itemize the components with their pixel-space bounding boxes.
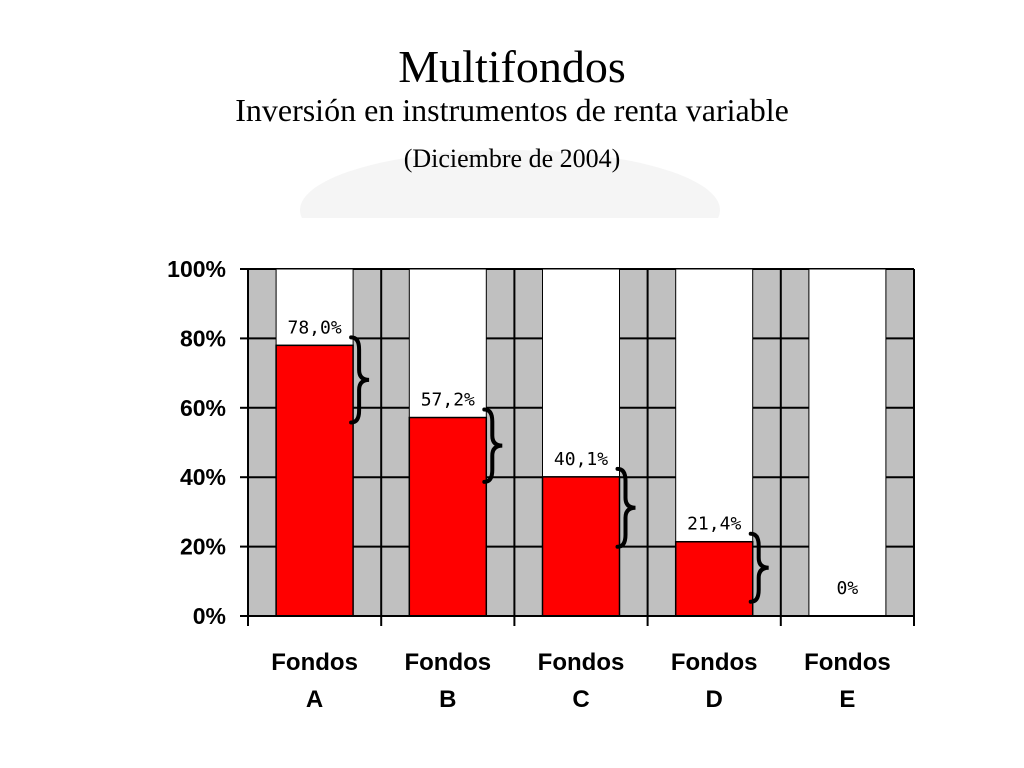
x-category-label: Fondos bbox=[671, 649, 758, 676]
data-label: 57,2% bbox=[421, 390, 475, 411]
y-tick-label: 80% bbox=[180, 325, 226, 351]
labels: 0% 20% 40% 60% 80% 100% 78,0% Fondos A 57,2% Fondo… bbox=[167, 256, 891, 713]
x-category-label: C bbox=[572, 686, 589, 713]
brace bbox=[615, 466, 636, 549]
data-label: 78,0% bbox=[288, 317, 342, 338]
x-category-label: Fondos bbox=[271, 649, 358, 676]
y-tick-label: 60% bbox=[180, 395, 226, 421]
data-label: 21,4% bbox=[687, 514, 741, 535]
x-category-label: Fondos bbox=[404, 649, 491, 676]
brace bbox=[349, 335, 370, 425]
bar bbox=[674, 540, 754, 617]
x-category-label: A bbox=[306, 686, 323, 713]
bar bbox=[541, 476, 621, 617]
brace bbox=[482, 407, 503, 484]
x-category-label: D bbox=[706, 686, 723, 713]
bar-remainder bbox=[542, 268, 620, 478]
y-tick-label: 0% bbox=[193, 603, 226, 629]
bar-remainder bbox=[675, 268, 754, 543]
page-subtitle: Inversión en instrumentos de renta varia… bbox=[235, 92, 789, 128]
x-category-label: E bbox=[839, 686, 855, 713]
y-tick-label: 100% bbox=[167, 256, 226, 282]
bar bbox=[408, 416, 488, 617]
data-label: 0% bbox=[837, 578, 859, 599]
brace bbox=[748, 531, 769, 604]
page-date: (Diciembre de 2004) bbox=[403, 144, 621, 173]
page-title: Multifondos bbox=[398, 41, 626, 92]
data-label: 40,1% bbox=[554, 449, 608, 470]
braces bbox=[349, 335, 769, 604]
x-category-label: B bbox=[439, 686, 456, 713]
bar-remainder bbox=[408, 268, 487, 419]
x-category-label: Fondos bbox=[538, 649, 625, 676]
x-category-label: Fondos bbox=[804, 649, 891, 676]
bars bbox=[275, 268, 887, 617]
bar-remainder bbox=[275, 268, 354, 346]
y-tick-label: 40% bbox=[180, 464, 226, 490]
bar-remainder bbox=[808, 268, 887, 617]
y-tick-label: 20% bbox=[180, 534, 226, 560]
axes bbox=[240, 268, 915, 626]
bar bbox=[275, 344, 354, 617]
